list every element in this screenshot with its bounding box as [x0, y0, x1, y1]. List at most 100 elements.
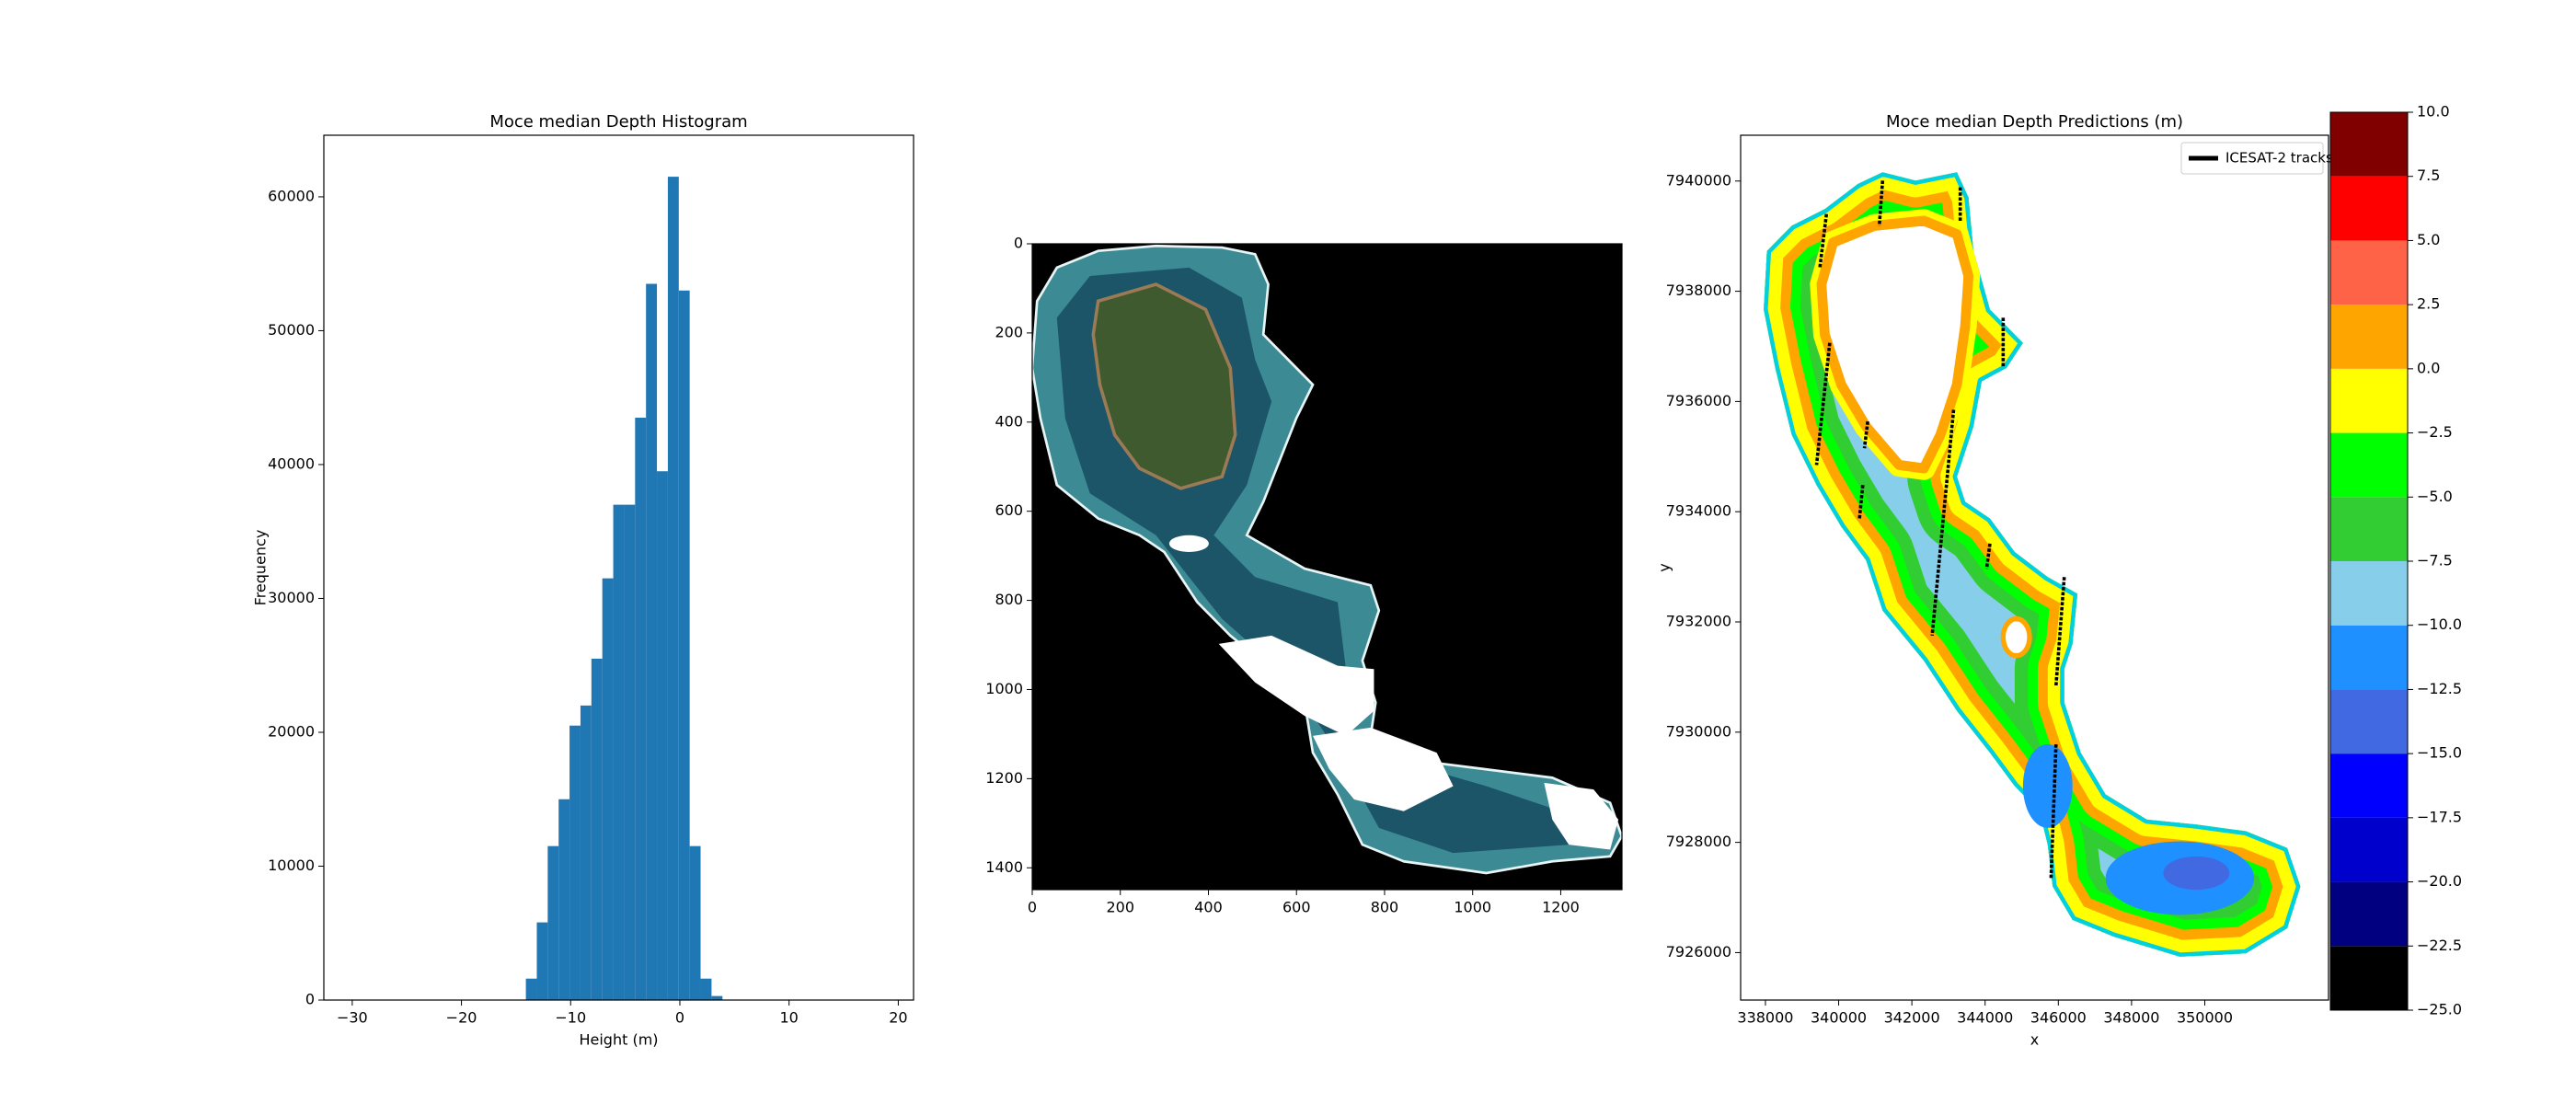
colorbar-band: [2330, 689, 2408, 754]
colorbar-band: [2330, 946, 2408, 1010]
colorbar-band: [2330, 368, 2408, 433]
colorbar-tick-label: 5.0: [2417, 231, 2440, 248]
colorbar-tick-label: −20.0: [2417, 872, 2462, 890]
x-tick-label: 1000: [1454, 899, 1491, 916]
colorbar-band: [2330, 176, 2408, 241]
colorbar-band: [2330, 497, 2408, 561]
x-tick-label: −10: [555, 1009, 586, 1027]
x-tick-label: 1200: [1542, 899, 1580, 916]
x-axis-label: x: [2030, 1031, 2039, 1049]
depth-map: [1764, 172, 2301, 957]
y-tick-label: 7936000: [1666, 392, 1731, 409]
colorbar-band: [2330, 432, 2408, 498]
chart-title: Moce median Depth Predictions (m): [1886, 112, 2183, 132]
colorbar-tick-label: −7.5: [2417, 552, 2453, 569]
satellite-image: [1030, 244, 1624, 891]
bar: [569, 725, 581, 1000]
axes-frame: [323, 134, 914, 1001]
colorbar-band: [2330, 305, 2408, 369]
bar: [602, 578, 614, 1000]
bar: [613, 504, 625, 1000]
colorbar-tick-label: 2.5: [2417, 295, 2440, 313]
bar: [646, 283, 658, 1000]
y-tick-label: 7940000: [1666, 171, 1731, 189]
x-tick-label: 20: [889, 1009, 907, 1027]
colorbar-tick-label: −10.0: [2417, 615, 2462, 633]
bar: [657, 471, 668, 1000]
y-tick-label: 7928000: [1666, 833, 1731, 850]
colorbar-tick-label: −25.0: [2417, 1001, 2462, 1018]
x-tick-label: 600: [1282, 899, 1311, 916]
y-tick-label: 1200: [985, 769, 1023, 787]
colorbar-tick-label: 0.0: [2417, 359, 2440, 376]
y-tick-label: 50000: [268, 321, 315, 339]
x-tick-label: 338000: [1737, 1009, 1793, 1027]
x-axis-label: Height (m): [579, 1031, 658, 1049]
legend-box: [2180, 142, 2324, 175]
x-tick-label: −20: [446, 1009, 477, 1027]
y-tick-label: 400: [995, 412, 1023, 430]
y-tick-label: 7930000: [1666, 722, 1731, 740]
axes-frame: [1031, 243, 1623, 891]
y-tick-label: 20000: [268, 722, 315, 740]
colorbar-band: [2330, 817, 2408, 882]
x-tick-label: −30: [337, 1009, 368, 1027]
y-tick-label: 10000: [268, 857, 315, 874]
x-tick-label: 348000: [2103, 1009, 2159, 1027]
colorbar-tick-label: 10.0: [2417, 103, 2450, 121]
colorbar-tick-label: 7.5: [2417, 167, 2440, 184]
y-tick-label: 0: [1014, 235, 1023, 252]
x-tick-label: 200: [1106, 899, 1134, 916]
bar: [580, 705, 592, 1000]
x-tick-label: 0: [1028, 899, 1037, 916]
y-tick-label: 1400: [985, 858, 1023, 876]
colorbar-band: [2330, 753, 2408, 818]
colorbar-tick-label: −15.0: [2417, 744, 2462, 762]
bar: [635, 418, 647, 1001]
bar: [536, 922, 548, 1000]
x-tick-label: 10: [779, 1009, 798, 1027]
bar: [558, 799, 570, 1000]
bar: [624, 504, 636, 1000]
x-tick-label: 800: [1371, 899, 1399, 916]
colorbar-band: [2330, 112, 2408, 177]
colorbar-band: [2330, 881, 2408, 947]
bar: [689, 845, 701, 1000]
x-tick-label: 340000: [1811, 1009, 1867, 1027]
y-tick-label: 7938000: [1666, 282, 1731, 299]
colorbar-tick-label: −12.5: [2417, 680, 2462, 697]
y-tick-label: 1000: [985, 680, 1023, 697]
x-tick-label: 400: [1194, 899, 1223, 916]
bar: [700, 978, 712, 1000]
bar: [525, 978, 537, 1000]
x-tick-label: 346000: [2030, 1009, 2087, 1027]
y-axis-label: y: [1656, 563, 1673, 571]
legend-label: ICESAT-2 tracks: [2225, 150, 2333, 167]
y-tick-label: 600: [995, 501, 1023, 519]
bar: [711, 995, 723, 1000]
x-tick-label: 350000: [2177, 1009, 2233, 1027]
colorbar-tick-label: −2.5: [2417, 423, 2453, 441]
y-tick-label: 800: [995, 591, 1023, 608]
bar: [591, 658, 603, 1000]
bar: [667, 177, 679, 1001]
colorbar-tick-label: −17.5: [2417, 808, 2462, 825]
y-tick-label: 7926000: [1666, 943, 1731, 960]
x-tick-label: 342000: [1884, 1009, 1940, 1027]
colorbar-band: [2330, 561, 2408, 626]
y-tick-label: 7932000: [1666, 613, 1731, 630]
y-axis-label: Frequency: [252, 530, 270, 606]
y-tick-label: 60000: [268, 187, 315, 204]
colorbar-tick-label: −22.5: [2417, 937, 2462, 954]
y-tick-label: 200: [995, 323, 1023, 340]
bar: [678, 290, 690, 1000]
y-tick-label: 7934000: [1666, 502, 1731, 520]
x-tick-label: 0: [675, 1009, 684, 1027]
y-tick-label: 0: [305, 991, 315, 1008]
y-tick-label: 30000: [268, 589, 315, 606]
colorbar-tick-label: −5.0: [2417, 488, 2453, 505]
colorbar-band: [2330, 240, 2408, 305]
axes-frame: [1740, 134, 2329, 1001]
y-tick-label: 40000: [268, 454, 315, 472]
